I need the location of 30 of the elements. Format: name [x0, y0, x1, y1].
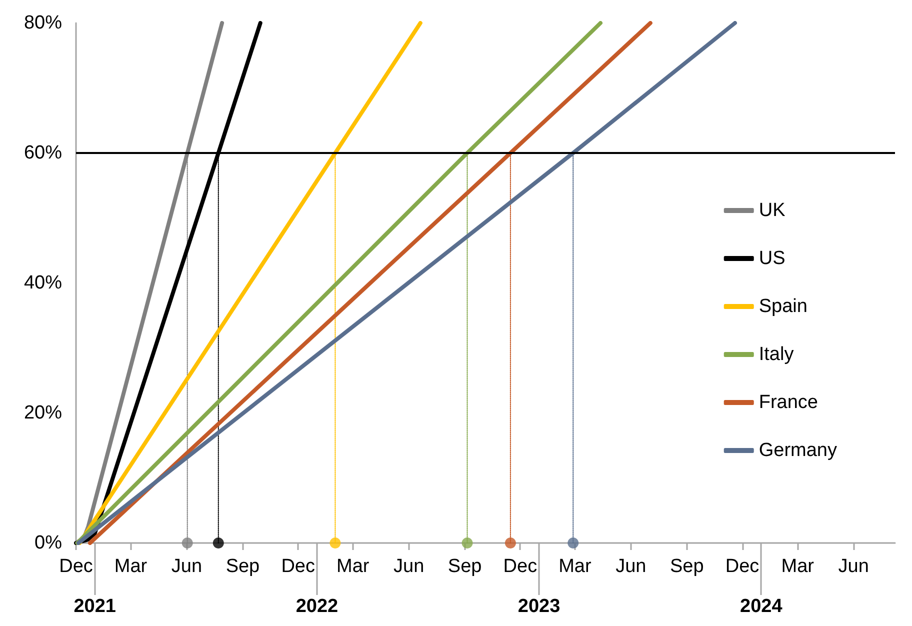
legend-label: UK	[758, 200, 786, 221]
x-tick-label: Dec	[503, 556, 538, 577]
x-tick-label: Dec	[281, 556, 315, 577]
x-tick-label: Sep	[226, 556, 260, 577]
x-tick-label: Jun	[171, 556, 202, 577]
legend-label: Italy	[758, 344, 794, 365]
y-tick-label: 40%	[24, 272, 62, 294]
legend-label: Spain	[758, 296, 808, 317]
x2-tick-label: 2022	[296, 596, 338, 617]
legend-label: US	[758, 248, 786, 269]
x-tick-label: Jun	[616, 556, 646, 577]
x-tick-label: Dec	[59, 556, 93, 577]
x-tick-label: Mar	[781, 556, 815, 577]
legend-label: France	[758, 392, 818, 413]
y-tick-label: 60%	[24, 142, 62, 164]
x-tick-label: Mar	[558, 556, 592, 577]
x2-tick-label: 2024	[740, 596, 783, 617]
x-tick-label: Mar	[336, 556, 370, 577]
x-tick-label: Sep	[448, 556, 482, 577]
x2-tick-label: 2023	[518, 596, 560, 617]
legend-label: Germany	[758, 440, 838, 461]
y-tick-label: 80%	[24, 12, 62, 34]
x-tick-label: Jun	[838, 556, 869, 577]
x-tick-label: Mar	[114, 556, 148, 577]
x2-tick-label: 2021	[74, 596, 116, 617]
y-tick-label: 20%	[24, 402, 62, 424]
x-tick-label: Sep	[670, 556, 704, 577]
x-tick-label: Jun	[394, 556, 424, 577]
x-tick-label: Dec	[725, 556, 760, 577]
y-tick-label: 0%	[34, 532, 62, 554]
